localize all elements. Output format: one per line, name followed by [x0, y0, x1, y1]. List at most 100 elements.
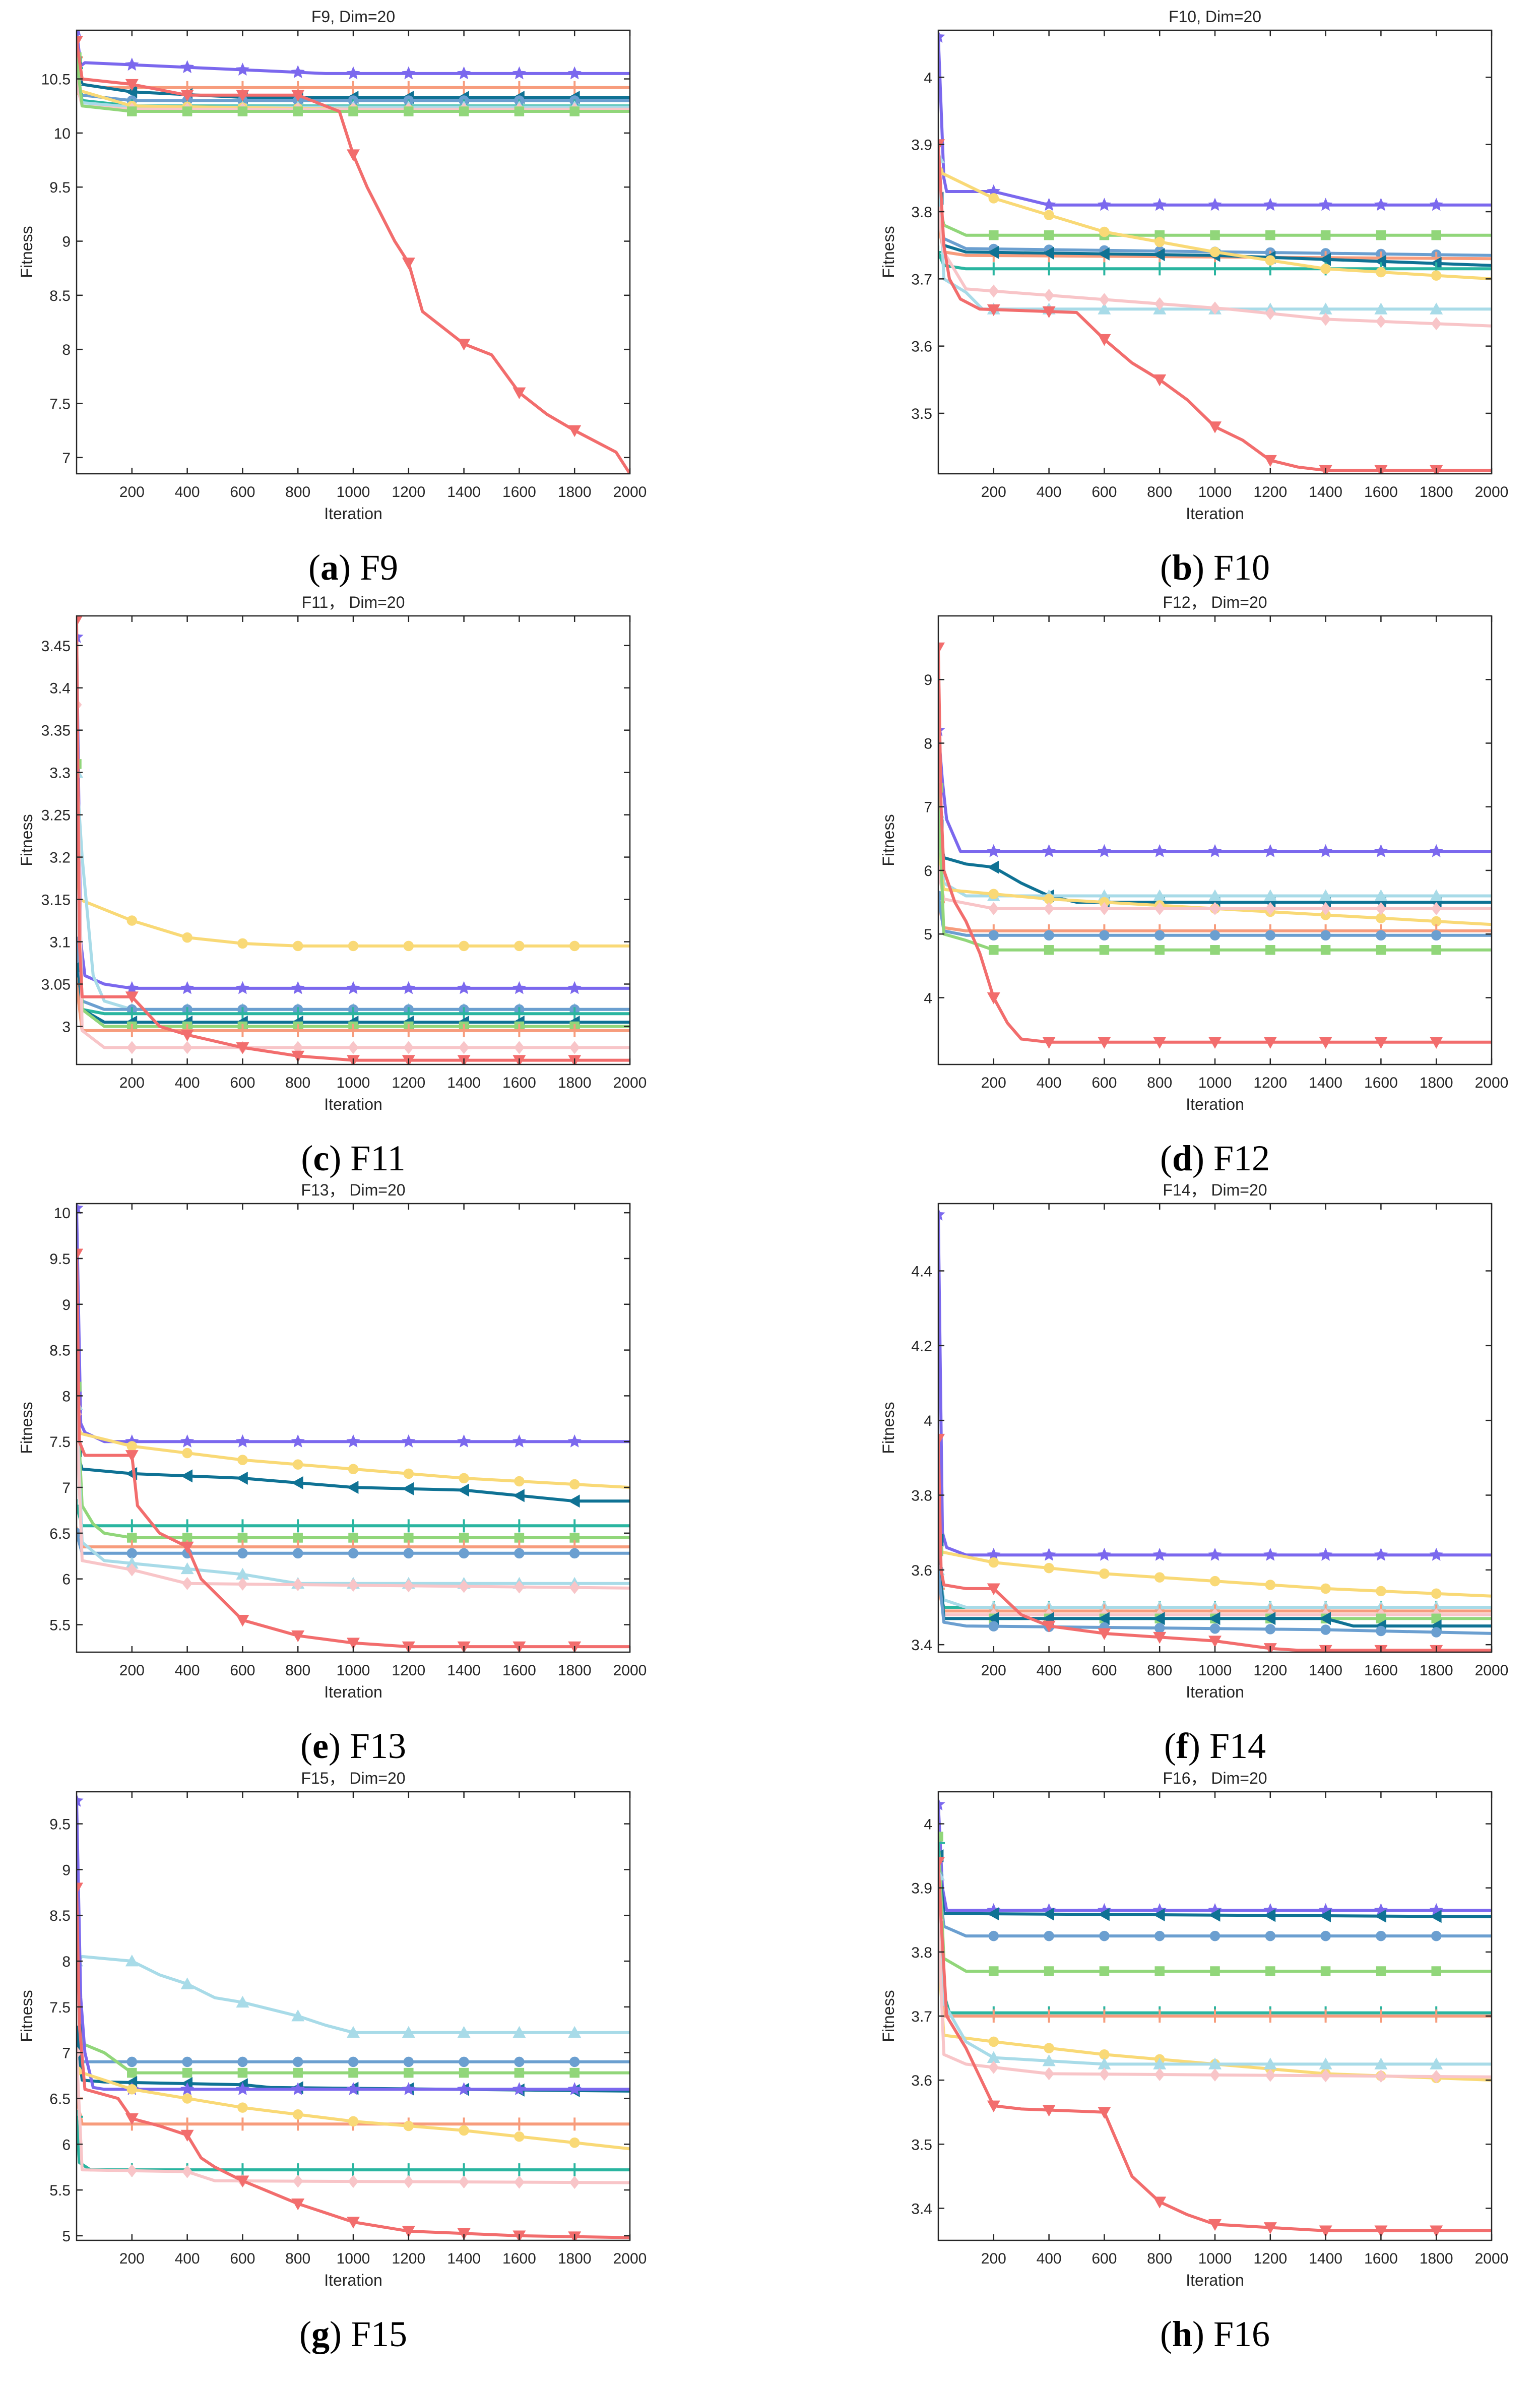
marker-triangle-left [125, 85, 138, 99]
caption-letter: d [1172, 1138, 1192, 1178]
marker-triangle-down [77, 1248, 83, 1261]
marker-triangle-up [1263, 889, 1277, 901]
chart-title: F16， Dim=20 [1163, 1769, 1267, 1787]
series-markers-purple [77, 30, 582, 80]
y-tick-label: 7.5 [49, 396, 71, 412]
marker-triangle-down [1319, 1037, 1332, 1049]
marker-square [989, 945, 999, 955]
marker-triangle-up [1374, 2057, 1388, 2069]
x-axis-label: Iteration [324, 2271, 382, 2289]
marker-star [402, 2082, 416, 2095]
marker-triangle-up [180, 1977, 194, 1989]
marker-circle [988, 193, 999, 204]
caption-name: ) F16 [1192, 2314, 1270, 2354]
marker-diamond [1320, 902, 1331, 915]
x-tick-label: 1400 [447, 1662, 481, 1679]
marker-circle [1154, 1572, 1165, 1583]
marker-diamond [1099, 293, 1110, 306]
x-tick-label: 400 [1037, 484, 1062, 500]
marker-circle [292, 1459, 303, 1470]
panel-caption: (d) F12 [1160, 1138, 1270, 1178]
marker-plus [1153, 2010, 1167, 2023]
marker-diamond [988, 284, 999, 298]
marker-diamond [1431, 317, 1442, 331]
y-tick-label: 5.5 [49, 2182, 71, 2199]
series-markers-light_green [938, 783, 1441, 955]
marker-circle [1209, 246, 1221, 258]
marker-triangle-up [1042, 2054, 1056, 2066]
caption-letter: f [1176, 1726, 1189, 1766]
y-tick-label: 5.5 [49, 1617, 71, 1634]
marker-plus [347, 2163, 360, 2177]
marker-plus [1374, 2010, 1388, 2023]
marker-triangle-down [180, 1029, 194, 1042]
marker-plus [347, 81, 360, 94]
marker-square [1320, 1966, 1331, 1976]
panel-caption: (h) F16 [1160, 2314, 1270, 2354]
marker-star [402, 981, 416, 994]
marker-circle [126, 1441, 138, 1452]
marker-square [569, 106, 580, 116]
marker-circle [1265, 255, 1276, 266]
marker-triangle-up [1319, 2057, 1332, 2069]
x-tick-label: 800 [1147, 484, 1172, 500]
marker-square [1154, 1966, 1165, 1976]
x-tick-label: 800 [285, 1075, 310, 1091]
marker-triangle-left [402, 1482, 414, 1495]
x-tick-label: 1000 [337, 1662, 370, 1679]
caption-letter: a [320, 547, 339, 588]
marker-triangle-left [1042, 1907, 1054, 1921]
x-axis-label: Iteration [1186, 505, 1244, 523]
marker-star [938, 30, 945, 43]
marker-circle [1320, 1930, 1331, 1941]
marker-plus [402, 1024, 415, 1037]
marker-triangle-down [1374, 2225, 1388, 2237]
series-line-red [938, 648, 1492, 1044]
marker-triangle-left [1042, 246, 1054, 260]
y-tick-label: 9 [62, 1862, 71, 1878]
marker-triangle-up [1098, 2057, 1111, 2069]
chart-panel-f14: 200 400 600 800 1000 1200 1400 1600 1800 2000 3.4 3… [879, 1181, 1508, 1766]
panel-caption: (c) F11 [301, 1138, 405, 1178]
y-tick-label: 4.2 [911, 1338, 932, 1355]
chart-title: F11， Dim=20 [302, 593, 405, 611]
x-tick-label: 1600 [502, 1075, 536, 1091]
marker-circle [1044, 1930, 1054, 1941]
marker-triangle-down [457, 2228, 471, 2240]
y-tick-label: 3.6 [911, 1562, 932, 1579]
marker-plus [347, 1007, 360, 1021]
chart-panel-f12: 200 400 600 800 1000 1200 1400 1600 1800 2000 4 5 6 7… [879, 593, 1508, 1178]
marker-circle [988, 889, 999, 900]
x-tick-label: 600 [230, 2250, 255, 2267]
marker-diamond [1265, 902, 1276, 915]
series-markers-light_blue [938, 1868, 1443, 2069]
x-tick-label: 800 [1147, 1662, 1172, 1679]
x-tick-label: 1000 [1198, 1662, 1232, 1679]
marker-plus [457, 1519, 471, 1533]
y-tick-label: 3.9 [911, 137, 932, 154]
y-tick-label: 3.45 [41, 638, 71, 655]
x-tick-label: 1000 [1198, 484, 1232, 500]
marker-triangle-down [1098, 334, 1111, 346]
x-tick-label: 400 [175, 1662, 200, 1679]
marker-star [1429, 844, 1443, 857]
x-tick-label: 1800 [558, 2250, 592, 2267]
marker-plus [402, 81, 415, 94]
marker-circle [1431, 270, 1442, 281]
marker-triangle-down [1042, 2105, 1056, 2117]
marker-circle [1320, 264, 1331, 274]
x-tick-label: 600 [230, 1075, 255, 1091]
marker-square [1265, 230, 1275, 240]
marker-square [127, 2067, 137, 2078]
marker-triangle-down [180, 90, 194, 102]
caption-paren-open: ( [1164, 1726, 1176, 1766]
marker-star [291, 65, 305, 78]
marker-circle [1154, 1930, 1165, 1941]
y-tick-label: 7 [62, 1480, 71, 1496]
marker-triangle-down [236, 2175, 249, 2187]
x-axis-label: Iteration [324, 1095, 382, 1113]
marker-plus [512, 1024, 526, 1037]
marker-circle [1376, 267, 1386, 278]
marker-circle [1320, 930, 1331, 940]
series-line-light_green [77, 57, 630, 113]
